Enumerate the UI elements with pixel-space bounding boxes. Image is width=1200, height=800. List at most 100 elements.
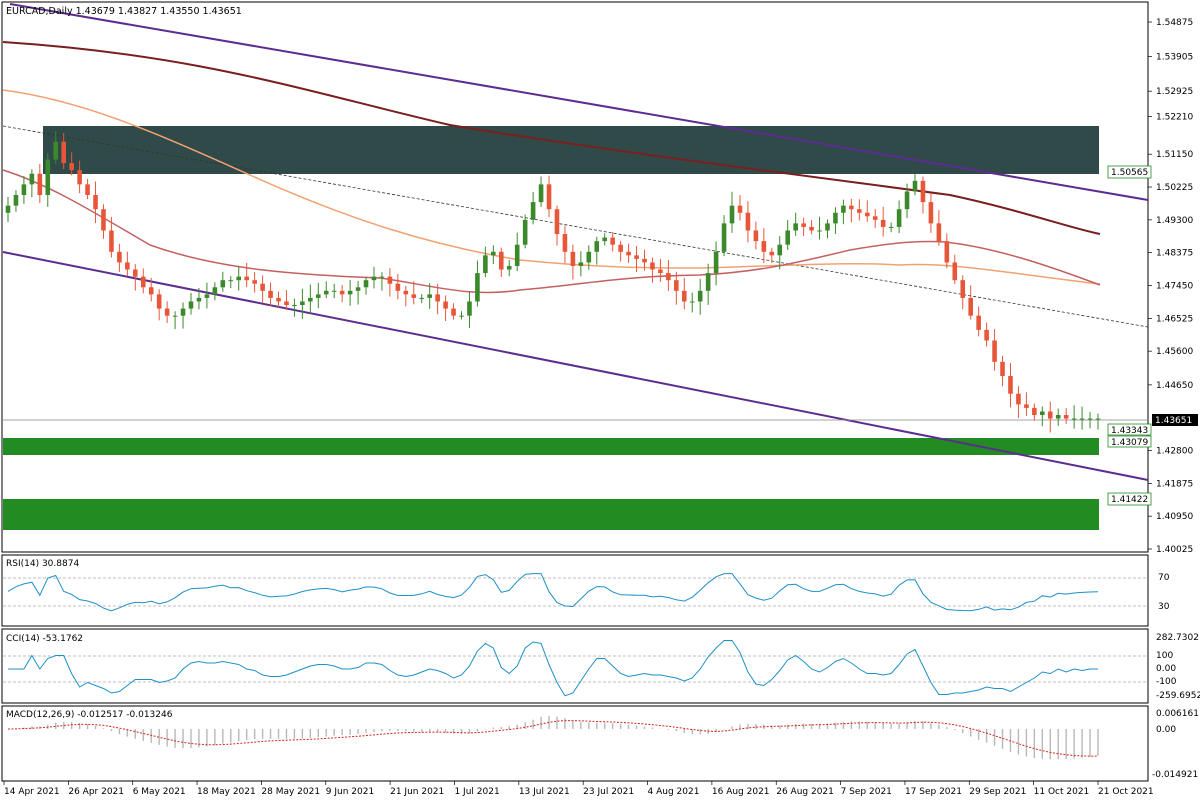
date-tick-label: 14 Apr 2021 — [4, 787, 60, 797]
candle-body — [1095, 418, 1101, 420]
price-tick-label: 1.46525 — [1156, 314, 1193, 324]
candle-body — [936, 223, 942, 242]
candle-body — [602, 237, 608, 242]
candle-body — [403, 290, 409, 295]
cci-tick-1: 282.7302 — [1156, 633, 1199, 643]
candle-body — [61, 141, 66, 164]
candle-body — [626, 251, 631, 256]
price-tick-label: 1.44650 — [1156, 381, 1193, 391]
level-label-2: 1.43343 — [1107, 423, 1152, 436]
candle-body — [681, 290, 687, 302]
candle-body — [260, 283, 265, 291]
date-tick-label: 26 Aug 2021 — [776, 787, 834, 797]
candle-body — [984, 329, 989, 341]
candle-body — [308, 297, 313, 302]
level-label-3: 1.43079 — [1107, 435, 1152, 448]
candle-body — [538, 184, 544, 203]
candle-body — [833, 212, 838, 224]
candle-body — [172, 315, 178, 317]
candle-body — [825, 223, 830, 231]
candle-body — [761, 241, 767, 252]
ma-mid — [2, 169, 1101, 294]
candle-body — [498, 251, 504, 270]
candle-body — [53, 141, 59, 160]
candle-body — [204, 294, 210, 298]
candle-body — [522, 219, 528, 245]
candle-body — [713, 251, 719, 274]
candle-body — [872, 216, 878, 220]
candle-body — [801, 223, 806, 227]
candle-body — [347, 290, 353, 295]
channel-mid-line — [2, 125, 1149, 328]
candle-body — [109, 230, 114, 252]
ma-short — [2, 89, 1101, 285]
candle-body — [857, 209, 862, 213]
price-tick-label: 1.45600 — [1156, 347, 1193, 357]
candle-body — [220, 280, 226, 288]
cci-tick-4: -100 — [1156, 677, 1177, 687]
candle-body — [952, 262, 958, 281]
candle-body — [514, 244, 520, 266]
candle-body — [912, 180, 918, 192]
candle-body — [196, 297, 202, 302]
candle-body — [45, 159, 51, 196]
candle-body — [148, 287, 154, 295]
date-tick-label: 21 Oct 2021 — [1098, 787, 1154, 797]
candle-body — [642, 258, 647, 263]
price-tick-label: 1.52925 — [1156, 87, 1193, 97]
svg-text:1.41422: 1.41422 — [1111, 495, 1148, 505]
candle-body — [1032, 407, 1037, 416]
price-tick-label: 1.40025 — [1156, 545, 1193, 555]
candle-body — [634, 255, 639, 259]
candle-body — [745, 212, 751, 231]
macd-tick-1: 0.006161 — [1156, 709, 1199, 719]
rsi-level-70: 70 — [1158, 573, 1170, 583]
candle-body — [459, 315, 464, 317]
candle-body — [729, 205, 735, 224]
candle-body — [530, 202, 536, 220]
candle-body — [212, 287, 218, 295]
candle-body — [1024, 404, 1029, 408]
candle-body — [880, 219, 886, 227]
candle-body — [339, 290, 345, 295]
price-tick-label: 1.49300 — [1156, 216, 1193, 226]
cci-tick-3: 0.00 — [1156, 664, 1176, 674]
candle-body — [960, 280, 966, 298]
candle-body — [37, 173, 43, 196]
candle-body — [793, 223, 798, 231]
macd-signal-line — [7, 720, 1098, 757]
candle-body — [355, 287, 361, 291]
candle-body — [164, 308, 170, 316]
candle-body — [292, 305, 297, 307]
candle-body — [753, 230, 759, 242]
price-axis: 1.54875 1.53905 1.52925 1.52210 1.51150 1.502… — [1148, 18, 1193, 555]
candle-body — [618, 244, 623, 252]
candle-body — [864, 212, 870, 217]
candle-body — [69, 163, 74, 171]
candle-body — [849, 205, 854, 210]
macd-tick-2: 0.00 — [1156, 725, 1176, 735]
price-tick-label: 1.42800 — [1156, 447, 1193, 457]
candle-body — [888, 226, 894, 228]
candle-body — [300, 301, 305, 306]
candle-body — [896, 209, 902, 227]
candle-body — [331, 290, 337, 292]
date-tick-label: 7 Sep 2021 — [841, 787, 892, 797]
candle-body — [451, 308, 456, 316]
candle-body — [93, 195, 98, 210]
candle-body — [562, 234, 568, 252]
candle-body — [29, 173, 35, 185]
candle-body — [689, 301, 695, 303]
candle-body — [1063, 415, 1069, 419]
candle-body — [491, 251, 496, 256]
candle-body — [841, 205, 846, 213]
candle-body — [1040, 411, 1045, 416]
candle-body — [236, 276, 242, 281]
macd-label: MACD(12,26,9) -0.012517 -0.013246 — [6, 710, 173, 720]
candle-body — [785, 230, 791, 245]
price-tick-label: 1.54875 — [1156, 18, 1193, 28]
candle-body — [101, 209, 106, 231]
ma-long — [2, 41, 1101, 235]
candle-body — [443, 301, 448, 309]
macd-panel-frame — [1, 705, 1149, 782]
